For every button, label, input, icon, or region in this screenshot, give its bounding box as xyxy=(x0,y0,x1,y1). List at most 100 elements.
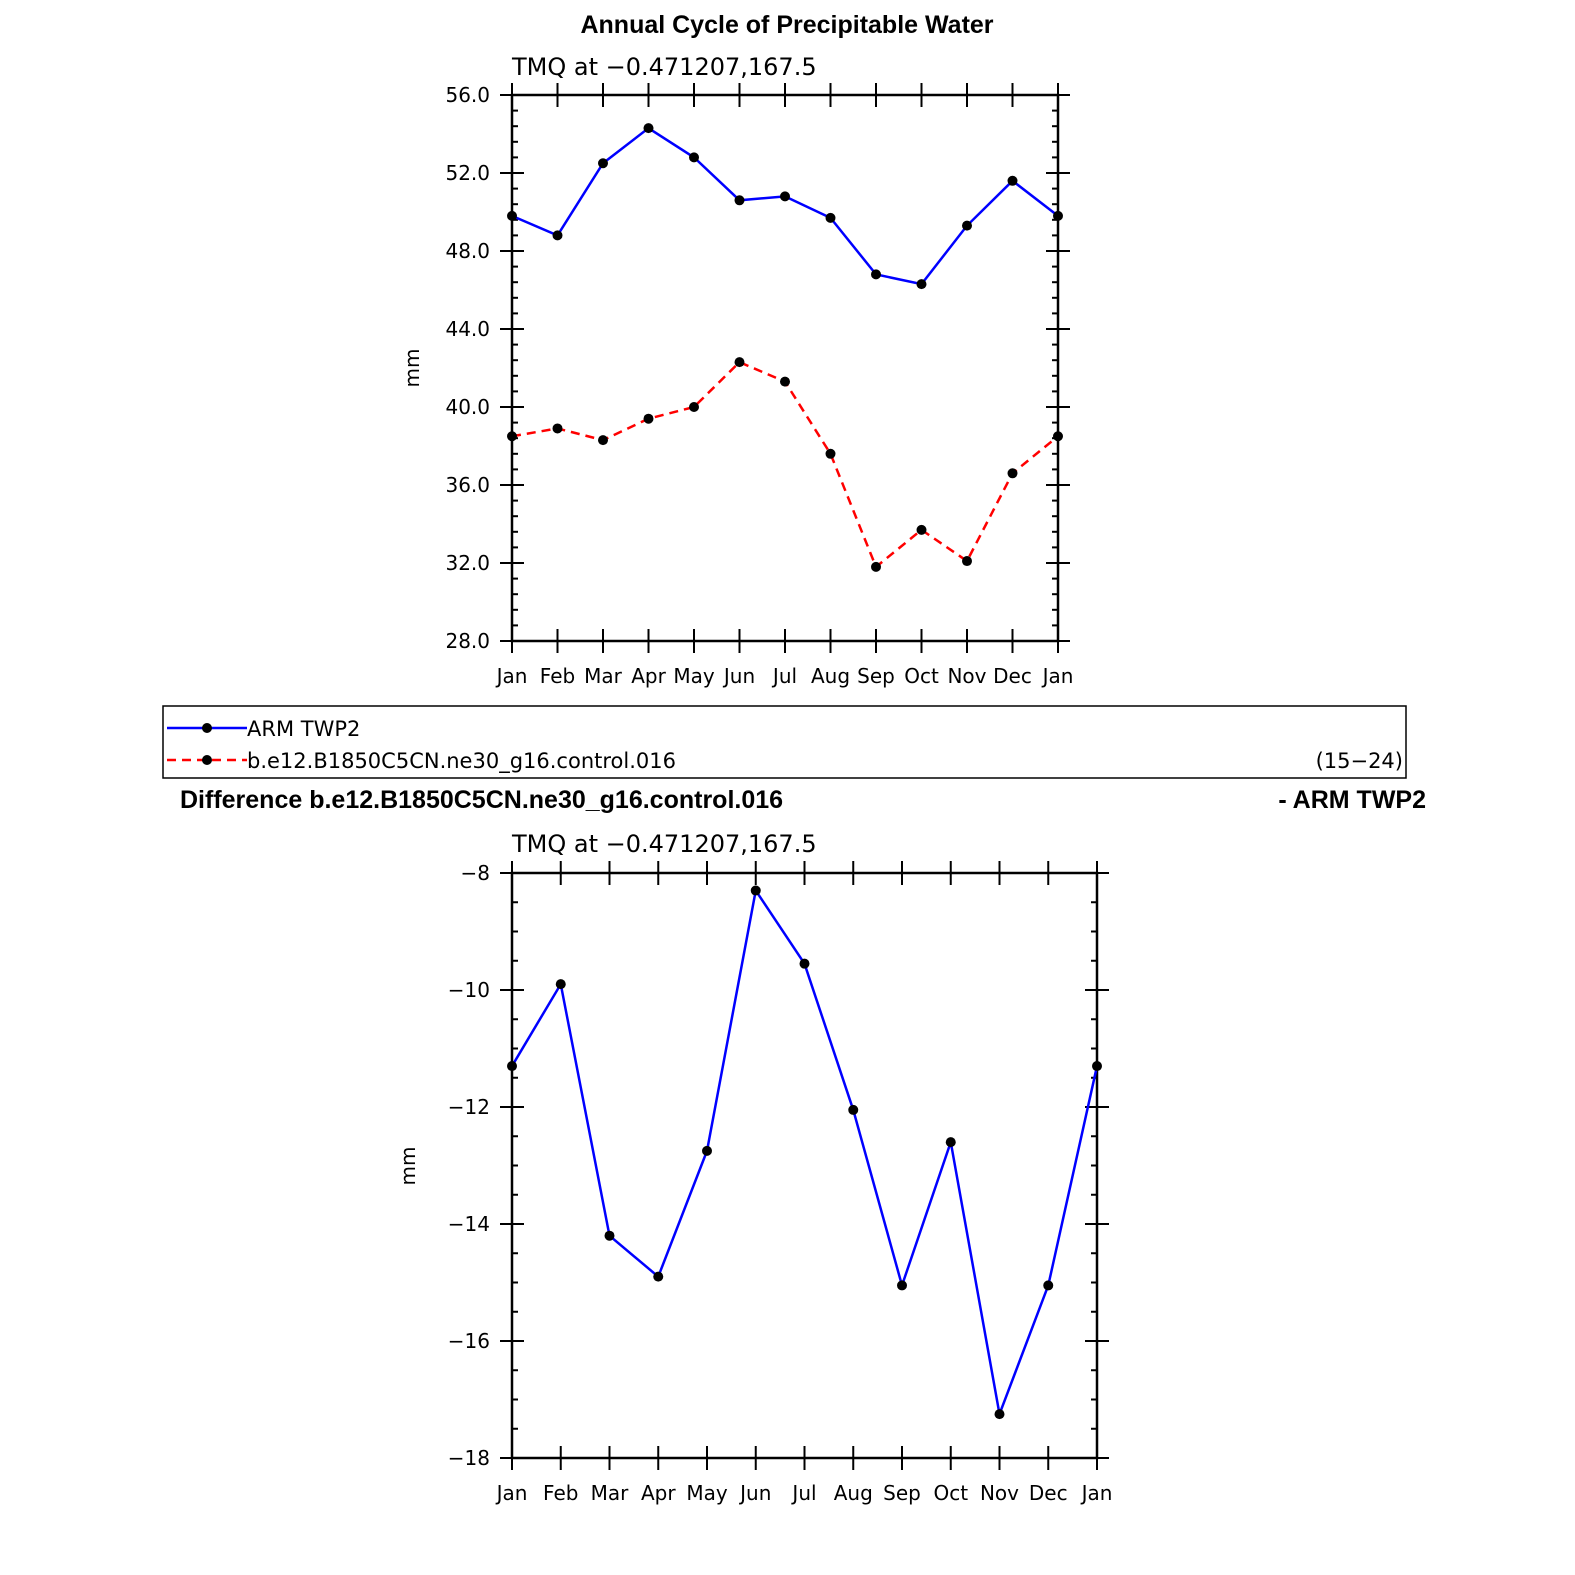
chart1-xtick-label: Aug xyxy=(811,664,850,688)
legend-label-arm: ARM TWP2 xyxy=(247,717,360,741)
chart2-series-0-point xyxy=(994,1409,1005,1420)
chart1-series-0-point xyxy=(598,158,608,169)
chart2-xtick-label: Dec xyxy=(1029,1481,1068,1505)
chart2-series-0-point xyxy=(1043,1280,1054,1291)
chart2-xtick-label: Sep xyxy=(883,1481,921,1505)
chart1-xtick-label: Dec xyxy=(993,664,1032,688)
chart1-xtick-label: Oct xyxy=(904,664,939,688)
chart2-xtick-label: Oct xyxy=(933,1481,968,1505)
chart1-series-1-point xyxy=(552,423,563,434)
chart1-xtick-label: Jan xyxy=(495,664,528,688)
chart2-xtick-label: Jan xyxy=(495,1481,528,1505)
chart2-series-0-point xyxy=(604,1230,615,1241)
chart1-ytick-label: 48.0 xyxy=(445,239,490,263)
chart1-series-1-point xyxy=(1053,431,1063,442)
chart1-ytick-label: 32.0 xyxy=(445,551,490,575)
chart1-series-0-point xyxy=(780,191,790,202)
chart2-xtick-label: Nov xyxy=(980,1481,1019,1505)
chart1-xtick-label: Sep xyxy=(857,664,895,688)
chart1-series-0-point xyxy=(916,279,927,290)
chart2-series-0-point xyxy=(799,958,810,969)
chart1-series-0-point xyxy=(1053,210,1063,221)
chart1-ytick-label: 36.0 xyxy=(445,473,490,497)
chart1-ytick-label: 44.0 xyxy=(445,317,490,341)
chart2-series-0-point xyxy=(702,1145,712,1156)
chart2-xtick-label: Mar xyxy=(591,1481,630,1505)
chart1-subtitle: TMQ at −0.471207,167.5 xyxy=(511,53,817,81)
chart1-xtick-label: Apr xyxy=(631,664,666,688)
chart2-xtick-label: Apr xyxy=(641,1481,676,1505)
chart1-series-0-point xyxy=(552,230,563,241)
chart1-xtick-label: Jun xyxy=(722,664,755,688)
chart1-series-0-point xyxy=(825,212,836,223)
legend-years: (15−24) xyxy=(1316,749,1403,773)
chart1-series-1-point xyxy=(871,561,881,572)
chart2-ytick-label: −8 xyxy=(461,861,490,885)
chart1-xtick-label: Mar xyxy=(584,664,623,688)
chart2-series xyxy=(507,885,1102,1420)
chart2-series-0-point xyxy=(1092,1061,1102,1072)
chart2-series-0-point xyxy=(848,1104,859,1115)
chart2-axes: Jan Feb Mar Apr May Jun Jul Aug Sep Oct Nov Dec Jan−… xyxy=(448,861,1113,1505)
chart2-series-0-point xyxy=(653,1271,664,1282)
chart1-series xyxy=(507,123,1063,572)
chart1-ytick-label: 40.0 xyxy=(445,395,490,419)
chart2-xtick-label: Aug xyxy=(834,1481,873,1505)
chart1-series-line-1 xyxy=(511,360,1059,569)
chart2-series-0-point xyxy=(897,1280,907,1291)
chart2-ytick-label: −12 xyxy=(448,1095,490,1119)
chart2-xtick-label: Jun xyxy=(738,1481,771,1505)
chart1-series-1-point xyxy=(643,413,654,424)
chart1-xtick-label: Nov xyxy=(947,664,986,688)
chart2-ylabel: mm xyxy=(396,1147,420,1186)
chart2-xtick-label: May xyxy=(686,1481,728,1505)
chart1-ylabel: mm xyxy=(400,349,424,388)
chart1-series-1-point xyxy=(734,357,745,368)
chart1-ytick-label: 28.0 xyxy=(445,629,490,653)
legend-box xyxy=(162,705,1407,779)
chart2-xtick-label: Jul xyxy=(790,1481,816,1505)
chart2-subtitle: TMQ at −0.471207,167.5 xyxy=(511,830,817,858)
chart1-xtick-label: May xyxy=(673,664,715,688)
chart2-title-left: Difference b.e12.B1850C5CN.ne30_g16.cont… xyxy=(180,786,783,814)
chart1-title: Annual Cycle of Precipitable Water xyxy=(580,11,993,39)
chart1-series-0-point xyxy=(643,123,654,134)
chart2-series-0-point xyxy=(750,885,761,896)
chart1-axes: Jan Feb Mar Apr May Jun Jul Aug Sep Oct Nov Dec Jan 5… xyxy=(445,83,1073,688)
chart2-title-right: - ARM TWP2 xyxy=(1278,786,1426,814)
chart1-series-0-point xyxy=(689,152,699,163)
legend: ARM TWP2 b.e12.B1850C5CN.ne30_g16.contro… xyxy=(162,705,1407,779)
chart2-series-0-point xyxy=(507,1061,517,1072)
chart1-xtick-label: Feb xyxy=(540,664,575,688)
chart1-series-1-point xyxy=(598,435,608,446)
chart1-xtick-label: Jul xyxy=(771,664,797,688)
chart1-series-0-point xyxy=(962,220,972,231)
chart1-series-1-point xyxy=(689,402,699,412)
chart1-series-0-point xyxy=(871,269,881,280)
chart1-series-1-point xyxy=(1007,468,1018,479)
chart2-series-0-point xyxy=(555,979,566,990)
chart1-series-line-0 xyxy=(511,126,1059,286)
legend-marker-arm xyxy=(202,723,212,733)
chart2-ytick-label: −10 xyxy=(448,978,490,1002)
chart2-ytick-label: −16 xyxy=(448,1329,490,1353)
chart2-series-line-0 xyxy=(510,887,1099,1419)
chart1-series-0-point xyxy=(1007,175,1018,186)
chart1-xtick-label: Jan xyxy=(1041,664,1074,688)
chart1-ytick-label: 56.0 xyxy=(445,83,490,107)
chart2-ytick-label: −18 xyxy=(448,1446,490,1470)
chart2-xtick-label: Feb xyxy=(543,1481,578,1505)
chart2-xtick-label: Jan xyxy=(1080,1481,1113,1505)
chart2-ytick-label: −14 xyxy=(448,1212,490,1236)
chart1-series-1-point xyxy=(962,556,972,567)
chart1-series-1-point xyxy=(780,376,790,387)
chart1-series-0-point xyxy=(734,195,745,206)
chart1-series-0-point xyxy=(507,210,517,221)
legend-marker-model xyxy=(202,755,212,765)
chart2-series-0-point xyxy=(945,1137,956,1148)
chart1-series-1-point xyxy=(916,524,927,535)
chart1-series-1-point xyxy=(825,448,836,459)
chart1-ytick-label: 52.0 xyxy=(445,161,490,185)
chart1-series-1-point xyxy=(507,431,517,442)
